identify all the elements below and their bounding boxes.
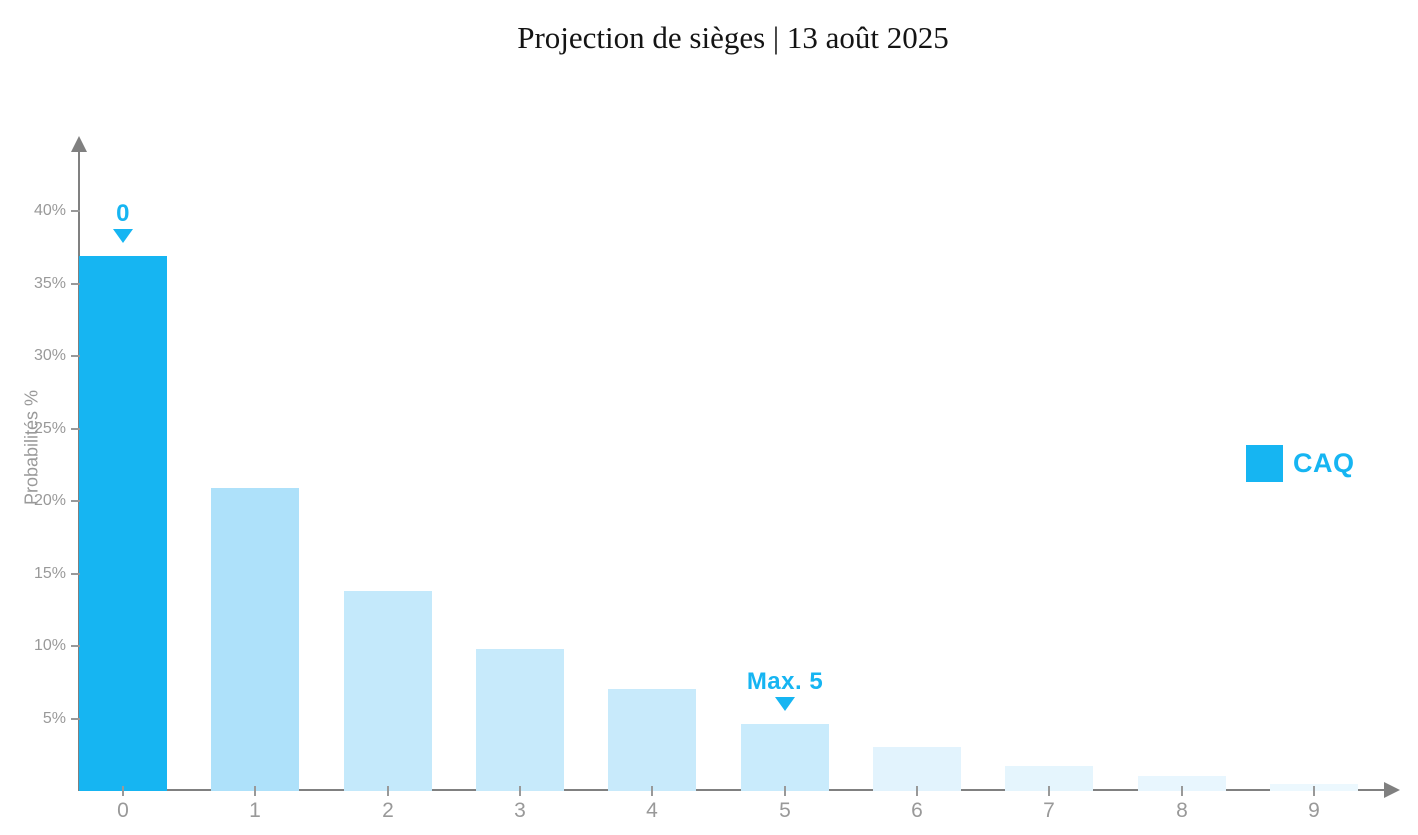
x-tick-label-7: 7 <box>1043 799 1055 822</box>
y-tick-10 <box>71 645 80 647</box>
bar-5 <box>741 724 829 791</box>
x-tick-label-1: 1 <box>249 799 261 822</box>
x-tick-label-0: 0 <box>117 799 129 822</box>
x-tick-0 <box>122 786 124 796</box>
chart-title: Projection de sièges | 13 août 2025 <box>517 20 949 55</box>
x-tick-4 <box>651 786 653 796</box>
bar-1 <box>211 488 299 791</box>
y-tick-label-15: 15% <box>33 565 66 582</box>
x-tick-label-6: 6 <box>911 799 923 822</box>
y-tick-40 <box>71 210 80 212</box>
y-tick-20 <box>71 500 80 502</box>
annotation-label-0: 0 <box>116 200 130 227</box>
y-tick-label-30: 30% <box>33 347 66 364</box>
x-tick-label-8: 8 <box>1176 799 1188 822</box>
x-axis-line <box>78 789 1386 791</box>
x-tick-label-2: 2 <box>382 799 394 822</box>
legend-swatch-caq <box>1246 445 1283 482</box>
x-tick-label-4: 4 <box>646 799 658 822</box>
x-tick-7 <box>1048 786 1050 796</box>
y-tick-label-25: 25% <box>33 420 66 437</box>
bar-6 <box>873 747 961 791</box>
x-tick-8 <box>1181 786 1183 796</box>
y-tick-label-40: 40% <box>33 202 66 219</box>
y-tick-15 <box>71 573 80 575</box>
x-tick-2 <box>387 786 389 796</box>
legend: CAQ <box>1246 445 1355 482</box>
y-axis-arrow-up-icon <box>71 136 87 152</box>
y-tick-5 <box>71 718 80 720</box>
y-tick-30 <box>71 355 80 357</box>
y-tick-label-35: 35% <box>33 275 66 292</box>
y-tick-25 <box>71 428 80 430</box>
x-tick-5 <box>784 786 786 796</box>
legend-label-caq: CAQ <box>1293 448 1355 478</box>
x-tick-6 <box>916 786 918 796</box>
x-tick-label-9: 9 <box>1308 799 1320 822</box>
x-axis-arrow-right-icon <box>1384 782 1400 798</box>
x-tick-label-3: 3 <box>514 799 526 822</box>
bar-4 <box>608 689 696 791</box>
x-tick-label-5: 5 <box>779 799 791 822</box>
x-tick-3 <box>519 786 521 796</box>
bar-2 <box>344 591 432 791</box>
y-tick-label-20: 20% <box>33 492 66 509</box>
bar-0 <box>79 256 167 791</box>
down-triangle-icon <box>775 697 795 711</box>
bar-3 <box>476 649 564 791</box>
x-tick-1 <box>254 786 256 796</box>
y-tick-label-5: 5% <box>42 710 66 727</box>
down-triangle-icon <box>113 229 133 243</box>
bar-8 <box>1138 776 1226 791</box>
y-tick-label-10: 10% <box>33 637 66 654</box>
y-tick-35 <box>71 283 80 285</box>
x-tick-9 <box>1313 786 1315 796</box>
annotation-label-1: Max. 5 <box>746 668 824 695</box>
